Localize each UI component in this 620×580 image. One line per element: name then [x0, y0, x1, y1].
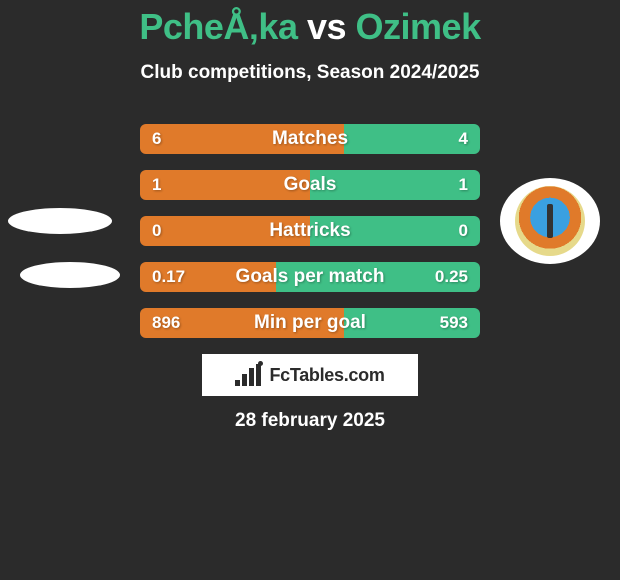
fctables-logo-icon [235, 364, 263, 386]
stat-label: Min per goal [140, 312, 480, 334]
subtitle: Club competitions, Season 2024/2025 [0, 62, 620, 84]
brand-text: FcTables.com [269, 365, 384, 386]
crest-left-ellipse-1 [8, 208, 112, 234]
stat-row: 896593Min per goal [140, 308, 480, 338]
stat-label: Goals [140, 174, 480, 196]
title-player2: Ozimek [356, 6, 481, 47]
stat-row: 00Hattricks [140, 216, 480, 246]
club-badge-inner [515, 186, 585, 256]
crest-left-ellipse-2 [20, 262, 120, 288]
stat-label: Matches [140, 128, 480, 150]
stat-label: Goals per match [140, 266, 480, 288]
club-badge-right [500, 178, 600, 264]
stat-label: Hattricks [140, 220, 480, 242]
page-title: PcheÅ‚ka vs Ozimek [0, 0, 620, 48]
stat-row: 0.170.25Goals per match [140, 262, 480, 292]
stat-row: 64Matches [140, 124, 480, 154]
comparison-infographic: PcheÅ‚ka vs Ozimek Club competitions, Se… [0, 0, 620, 580]
brand-box: FcTables.com [202, 354, 418, 396]
title-vs: vs [307, 6, 346, 47]
stat-row: 11Goals [140, 170, 480, 200]
date-text: 28 february 2025 [0, 410, 620, 432]
title-player1: PcheÅ‚ka [139, 6, 297, 47]
